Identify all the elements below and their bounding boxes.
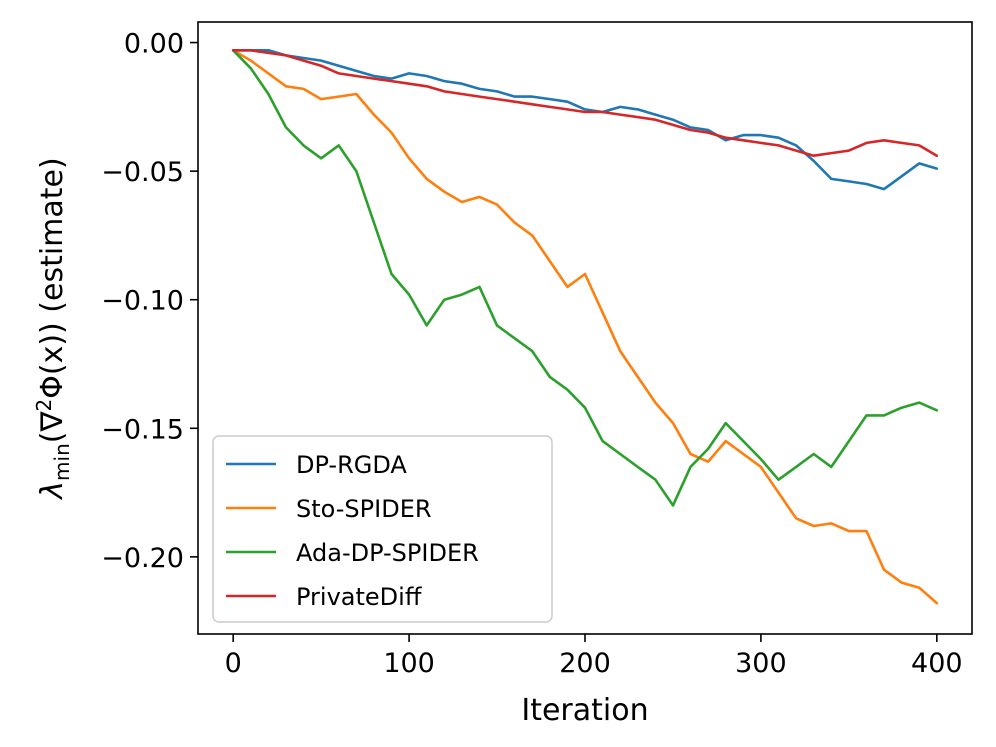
x-tick-label: 400 — [911, 648, 963, 679]
y-axis-label-superscript: 2 — [32, 399, 56, 412]
series-line-ada-dp-spider — [231, 48, 939, 507]
series-line-dp-rgda — [231, 48, 939, 191]
x-tick-label: 200 — [559, 648, 611, 679]
y-axis-label: λmin(∇2Φ(x)) (estimate) — [32, 157, 74, 500]
y-axis-label-subscript: min — [50, 443, 74, 481]
series-layer — [231, 48, 939, 605]
series-line-sto-spider — [231, 48, 939, 605]
x-tick-label: 0 — [225, 648, 242, 679]
y-tick-label: −0.05 — [101, 157, 184, 188]
legend-box — [212, 435, 553, 623]
y-tick-label: −0.15 — [101, 414, 184, 445]
y-axis-label-body: (∇ — [35, 411, 70, 444]
legend-label-dp-rgda: DP-RGDA — [296, 451, 407, 479]
y-tick-label: −0.10 — [101, 286, 184, 317]
legend: DP-RGDA Sto-SPIDER Ada-DP-SPIDER PrivateDif… — [212, 435, 553, 623]
x-axis-label: Iteration — [521, 693, 648, 728]
x-axis: 0 100 200 300 400 — [225, 634, 963, 679]
y-tick-label: −0.20 — [101, 543, 184, 574]
legend-items: DP-RGDA Sto-SPIDER Ada-DP-SPIDER PrivateDif… — [226, 451, 479, 611]
y-tick-label: 0.00 — [124, 29, 184, 60]
y-axis-label-tail: Φ(x)) (estimate) — [35, 157, 70, 398]
y-axis: 0.00 −0.05 −0.10 −0.15 −0.20 — [101, 29, 198, 574]
legend-label-sto-spider: Sto-SPIDER — [296, 495, 432, 523]
series-line-privatediff — [231, 48, 939, 157]
legend-label-privatediff: PrivateDiff — [296, 583, 422, 611]
y-axis-label-symbol: λ — [35, 481, 70, 501]
legend-label-ada-dp-spider: Ada-DP-SPIDER — [296, 539, 479, 567]
x-tick-label: 300 — [735, 648, 787, 679]
x-tick-label: 100 — [383, 648, 435, 679]
